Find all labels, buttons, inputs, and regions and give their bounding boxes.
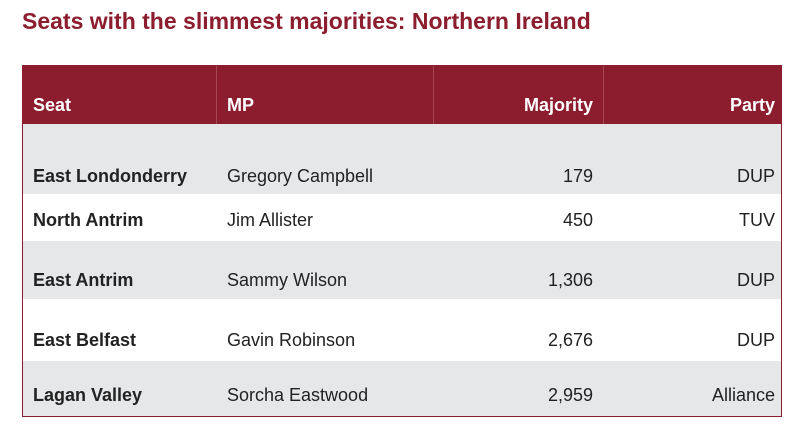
table-cell: 2,676 (547, 330, 593, 350)
table-row: Lagan Valley Sorcha Eastwood 2,959 Alliance (23, 361, 781, 416)
table-row: East Londonderry Gregory Campbell 179 DUP (23, 124, 781, 194)
header-row: Seat MP Majority Party (23, 66, 781, 124)
table-row: East Belfast Gavin Robinson 2,676 DUP (23, 299, 781, 361)
table-cell: East Belfast (33, 330, 137, 350)
header-cell: Seat (33, 95, 72, 115)
table-cell: 179 (562, 166, 593, 186)
column-divider (216, 66, 217, 124)
table-cell: Gavin Robinson (227, 330, 356, 350)
table-cell: East Antrim (33, 270, 134, 290)
table-cell: 1,306 (547, 270, 593, 290)
table-cell: 2,959 (547, 385, 593, 405)
table-cell: DUP (736, 270, 775, 290)
column-divider (603, 66, 604, 124)
table-cell: Jim Allister (227, 210, 314, 230)
table-cell: 450 (562, 210, 593, 230)
table-cell: Sorcha Eastwood (227, 385, 369, 405)
table-cell: East Londonderry (33, 166, 188, 186)
header-cell: Majority (523, 95, 593, 115)
table-cell: DUP (736, 330, 775, 350)
table: Seat MP Majority Party East Londonderry Grego… (22, 65, 782, 417)
table-cell: North Antrim (33, 210, 144, 230)
title: Seats with the slimmest majorities: Nort… (22, 8, 591, 34)
table-row: East Antrim Sammy Wilson 1,306 DUP (23, 241, 781, 299)
table-row: North Antrim Jim Allister 450 TUV (23, 194, 781, 241)
table-cell: Sammy Wilson (227, 270, 348, 290)
header-cell: MP (227, 95, 254, 115)
table-cell: DUP (736, 166, 775, 186)
table-cell: Gregory Campbell (227, 166, 374, 186)
header-cell: Party (729, 95, 775, 115)
table-cell: TUV (739, 210, 775, 230)
table-cell: Alliance (711, 385, 775, 405)
table-cell: Lagan Valley (33, 385, 143, 405)
column-divider (433, 66, 434, 124)
